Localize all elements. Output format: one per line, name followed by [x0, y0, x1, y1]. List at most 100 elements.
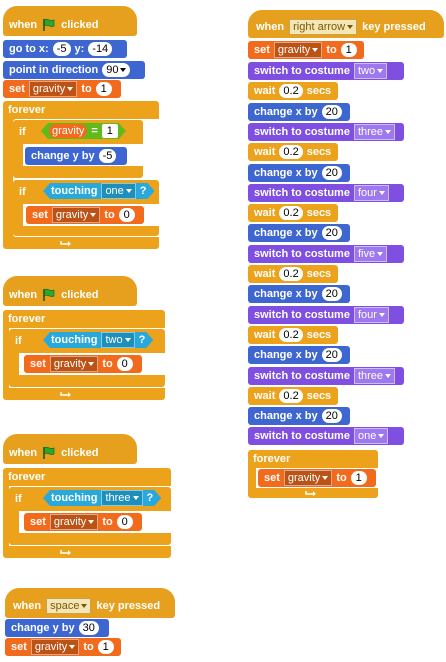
value-input[interactable]: 1: [97, 640, 114, 654]
touching-one-sensor[interactable]: touching one ?: [43, 183, 155, 199]
wait-seconds-input[interactable]: 0.2: [279, 328, 303, 342]
change-x-block[interactable]: change x by 20: [248, 103, 350, 121]
set-gravity-block[interactable]: set gravity to 0: [24, 355, 142, 373]
gravity-reporter[interactable]: gravity: [49, 124, 87, 138]
sprite-dropdown[interactable]: two: [101, 332, 134, 348]
value-input[interactable]: 0: [116, 357, 133, 371]
change-x-input[interactable]: 20: [321, 226, 342, 240]
variable-dropdown[interactable]: gravity: [51, 207, 101, 223]
change-x-block[interactable]: change x by 20: [248, 164, 350, 182]
goto-x-input[interactable]: -5: [52, 42, 71, 56]
wait-seconds-input[interactable]: 0.2: [279, 206, 303, 220]
wait-seconds-input[interactable]: 0.2: [279, 145, 303, 159]
change-x-block[interactable]: change x by 20: [248, 407, 350, 425]
costume-dropdown[interactable]: three: [353, 368, 396, 384]
wait-block[interactable]: wait 0.2 secs: [248, 82, 338, 100]
set-gravity-block[interactable]: set gravity to 1: [248, 41, 364, 59]
variable-dropdown[interactable]: gravity: [273, 42, 323, 58]
key-dropdown[interactable]: right arrow: [289, 19, 358, 35]
switch-costume-block[interactable]: switch to costume three: [248, 123, 404, 141]
costume-dropdown[interactable]: four: [353, 185, 389, 201]
change-y-block[interactable]: change y by 30: [5, 619, 109, 637]
value-input[interactable]: 0: [116, 515, 133, 529]
change-y-input[interactable]: 30: [78, 621, 99, 635]
hat-when-flag-clicked[interactable]: when clicked: [3, 276, 137, 306]
if-touching-one-block[interactable]: if touching one ? set gravity to 0: [13, 180, 159, 236]
change-x-block[interactable]: change x by 20: [248, 346, 350, 364]
forever-block[interactable]: forever set gravity to 1: [248, 450, 378, 498]
set-gravity-block[interactable]: set gravity to 1: [5, 638, 121, 656]
costume-dropdown[interactable]: one: [353, 428, 389, 444]
green-flag-icon: [43, 18, 55, 31]
costume-dropdown[interactable]: five: [353, 246, 388, 262]
change-y-input[interactable]: -5: [98, 149, 117, 163]
wait-seconds-input[interactable]: 0.2: [279, 84, 303, 98]
set-gravity-block[interactable]: set gravity to 0: [26, 206, 144, 224]
wait-block[interactable]: wait 0.2 secs: [248, 265, 338, 283]
wait-block[interactable]: wait 0.2 secs: [248, 143, 338, 161]
variable-dropdown[interactable]: gravity: [283, 470, 333, 486]
hat-when-flag-clicked[interactable]: when clicked: [3, 6, 137, 36]
hat-when-key-pressed[interactable]: when right arrow key pressed: [248, 10, 444, 38]
variable-dropdown[interactable]: gravity: [30, 639, 80, 655]
change-x-input[interactable]: 20: [321, 409, 342, 423]
change-y-block[interactable]: change y by -5: [25, 147, 127, 165]
costume-dropdown[interactable]: three: [353, 124, 396, 140]
sprite-dropdown[interactable]: one: [101, 183, 135, 199]
point-in-direction-block[interactable]: point in direction 90: [3, 61, 145, 79]
change-x-input[interactable]: 20: [321, 287, 342, 301]
if-touching-three-block[interactable]: if touching three ? set gravity to 0: [9, 487, 171, 545]
forever-block[interactable]: forever if touching three ? set gravity …: [3, 468, 171, 558]
costume-dropdown[interactable]: four: [353, 307, 389, 323]
if-touching-two-block[interactable]: if touching two ? set gravity to 0: [9, 329, 165, 387]
change-x-input[interactable]: 20: [321, 105, 342, 119]
dropdown-caret-icon: [90, 213, 97, 217]
go-to-xy-block[interactable]: go to x: -5 y: -14: [3, 40, 127, 58]
costume-name: one: [357, 430, 377, 442]
value-input[interactable]: 0: [118, 208, 135, 222]
secs-label: secs: [306, 146, 332, 158]
change-x-block[interactable]: change x by 20: [248, 224, 350, 242]
goto-y-input[interactable]: -14: [88, 42, 113, 56]
variable-dropdown[interactable]: gravity: [49, 514, 99, 530]
change-x-block[interactable]: change x by 20: [248, 285, 350, 303]
set-label: set: [254, 44, 270, 56]
wait-block[interactable]: wait 0.2 secs: [248, 204, 338, 222]
when-label: when: [9, 289, 38, 301]
compare-value-input[interactable]: 1: [102, 124, 118, 138]
hat-when-key-pressed[interactable]: when space key pressed: [5, 588, 175, 618]
forever-block[interactable]: forever if touching two ? set gravity to…: [3, 310, 165, 400]
value-input[interactable]: 1: [350, 471, 367, 485]
costume-dropdown[interactable]: two: [353, 63, 388, 79]
wait-block[interactable]: wait 0.2 secs: [248, 326, 338, 344]
key-dropdown[interactable]: space: [46, 598, 92, 614]
change-x-label: change x by: [254, 167, 318, 179]
value-input[interactable]: 1: [95, 82, 112, 96]
switch-costume-block[interactable]: switch to costume four: [248, 306, 404, 324]
touching-three-sensor[interactable]: touching three ?: [43, 490, 161, 506]
set-gravity-block[interactable]: set gravity to 0: [24, 513, 142, 531]
change-x-input[interactable]: 20: [321, 166, 342, 180]
set-gravity-block[interactable]: set gravity to 1: [3, 80, 121, 98]
forever-block[interactable]: forever if gravity = 1 change y by -5 if…: [3, 101, 159, 249]
switch-costume-block[interactable]: switch to costume four: [248, 184, 404, 202]
switch-costume-block[interactable]: switch to costume one: [248, 427, 404, 445]
touching-two-sensor[interactable]: touching two ?: [43, 332, 153, 348]
hat-when-flag-clicked[interactable]: when clicked: [3, 434, 137, 464]
value-input[interactable]: 1: [340, 43, 357, 57]
wait-seconds-input[interactable]: 0.2: [279, 389, 303, 403]
switch-costume-block[interactable]: switch to costume two: [248, 62, 404, 80]
wait-block[interactable]: wait 0.2 secs: [248, 387, 338, 405]
direction-input[interactable]: 90: [102, 63, 131, 77]
variable-dropdown[interactable]: gravity: [28, 81, 78, 97]
wait-seconds-input[interactable]: 0.2: [279, 267, 303, 281]
to-label: to: [326, 44, 337, 56]
if-gravity-block[interactable]: if gravity = 1 change y by -5: [13, 120, 143, 178]
sprite-dropdown[interactable]: three: [101, 490, 142, 506]
change-x-input[interactable]: 20: [321, 348, 342, 362]
set-gravity-block[interactable]: set gravity to 1: [258, 469, 376, 487]
equals-operator[interactable]: gravity = 1: [41, 123, 126, 139]
variable-dropdown[interactable]: gravity: [49, 356, 99, 372]
switch-costume-block[interactable]: switch to costume three: [248, 367, 404, 385]
switch-costume-block[interactable]: switch to costume five: [248, 245, 404, 263]
